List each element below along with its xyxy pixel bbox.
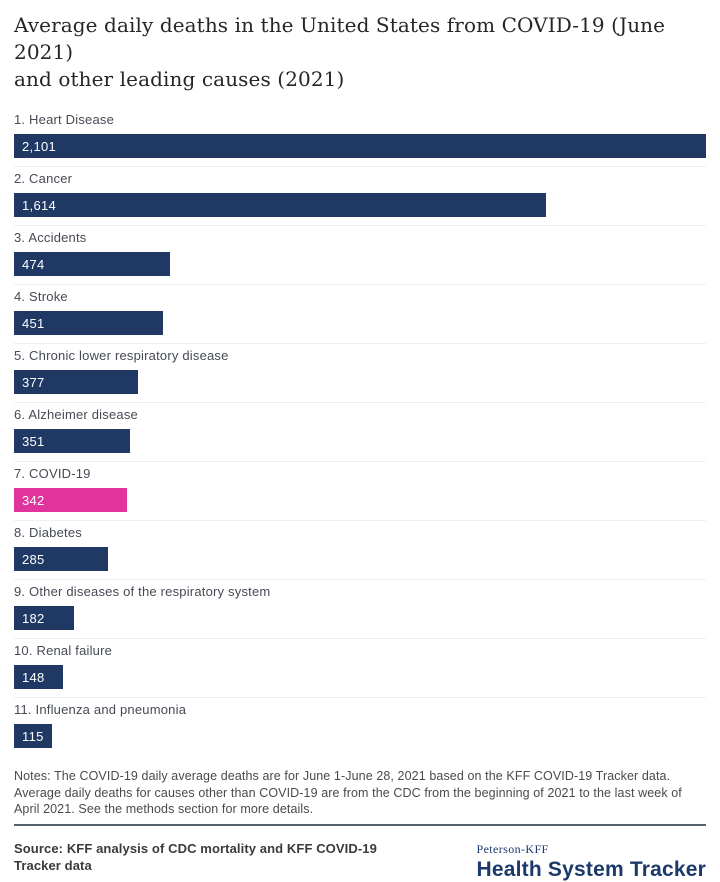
bar-value-label: 377: [22, 374, 45, 390]
bar-value-label: 342: [22, 492, 45, 508]
category-label: 5. Chronic lower respiratory disease: [14, 348, 229, 363]
category-label: 9. Other diseases of the respiratory sys…: [14, 584, 271, 599]
bar-value-label: 148: [22, 669, 45, 685]
bar: 115: [14, 724, 52, 748]
category-label: 2. Cancer: [14, 171, 73, 186]
bar: 285: [14, 547, 108, 571]
category-label: 4. Stroke: [14, 289, 68, 304]
logo-brand-text: Peterson-KFF: [476, 841, 549, 856]
category-label: 10. Renal failure: [14, 643, 113, 658]
bar-row: 2. Cancer 1,614: [14, 167, 706, 226]
bar: 182: [14, 606, 74, 630]
bar-value-label: 285: [22, 551, 45, 567]
bar-value-label: 451: [22, 315, 45, 331]
source-text: Source: KFF analysis of CDC mortality an…: [14, 840, 377, 874]
bar-value-label: 2,101: [22, 138, 57, 154]
bar: 1,614: [14, 193, 546, 217]
bar-row: 4. Stroke 451: [14, 285, 706, 344]
bar: 2,101: [14, 134, 706, 158]
chart-title-line-1: Average daily deaths in the United State…: [14, 13, 666, 64]
bar-value-label: 474: [22, 256, 45, 272]
logo-name-text: Health System Tracker: [476, 857, 706, 881]
category-label: 7. COVID-19: [14, 466, 91, 481]
category-label: 3. Accidents: [14, 230, 87, 245]
chart-footer: Source: KFF analysis of CDC mortality an…: [14, 840, 706, 882]
bar-row: 1. Heart Disease 2,101: [14, 108, 706, 167]
chart-title: Average daily deaths in the United State…: [14, 12, 706, 93]
bar-row: 10. Renal failure 148: [14, 639, 706, 698]
chart-title-line-2: and other leading causes (2021): [14, 67, 345, 91]
bar-row: 7. COVID-19 342: [14, 462, 706, 521]
bar-value-label: 1,614: [22, 197, 57, 213]
bar-row: 8. Diabetes 285: [14, 521, 706, 580]
bar-value-label: 115: [22, 728, 44, 744]
bar: 474: [14, 252, 171, 276]
bar: 377: [14, 370, 139, 394]
bar-value-label: 351: [22, 433, 45, 449]
bar-highlighted: 342: [14, 488, 127, 512]
bar-row: 6. Alzheimer disease 351: [14, 403, 706, 462]
bar-chart: 1. Heart Disease 2,101 2. Cancer 1,614 3. Ac…: [14, 108, 706, 756]
bar: 451: [14, 311, 163, 335]
category-label: 8. Diabetes: [14, 525, 82, 540]
bar-row: 3. Accidents 474: [14, 226, 706, 285]
category-label: 6. Alzheimer disease: [14, 407, 138, 422]
bar: 351: [14, 429, 130, 453]
health-system-tracker-logo: Peterson-KFF Health System Tracker: [477, 840, 707, 882]
category-label: 1. Heart Disease: [14, 112, 115, 127]
bar: 148: [14, 665, 63, 689]
bar-row: 9. Other diseases of the respiratory sys…: [14, 580, 706, 639]
chart-notes: Notes: The COVID-19 daily average deaths…: [14, 768, 706, 826]
bar-row: 11. Influenza and pneumonia 115: [14, 698, 706, 756]
bar-value-label: 182: [22, 610, 45, 626]
category-label: 11. Influenza and pneumonia: [14, 702, 187, 717]
bar-row: 5. Chronic lower respiratory disease 377: [14, 344, 706, 403]
